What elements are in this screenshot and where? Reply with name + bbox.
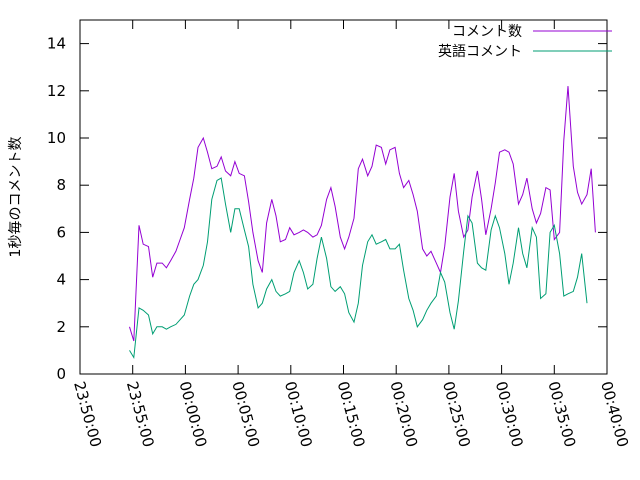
x-tick-label: 00:25:00 [439, 379, 474, 449]
x-tick-label: 00:05:00 [228, 379, 263, 449]
x-tick-label: 00:15:00 [334, 379, 369, 449]
y-tick-label: 8 [56, 176, 66, 194]
y-axis: 0 2 4 6 8 10 12 14 [47, 35, 607, 383]
x-tick-label: 00:00:00 [176, 379, 211, 449]
y-tick-label: 2 [56, 318, 66, 336]
y-axis-title: 1秒毎のコメント数 [8, 137, 24, 258]
y-tick-label: 10 [47, 129, 66, 147]
y-tick-label: 12 [47, 82, 66, 100]
series-line-english-comments [129, 177, 588, 360]
y-tick-label: 0 [56, 365, 66, 383]
y-tick-label: 14 [47, 35, 66, 53]
x-tick-label: 23:55:00 [123, 379, 158, 449]
legend-label-comments: コメント数 [452, 24, 522, 40]
x-tick-label: 00:10:00 [281, 379, 316, 449]
legend: コメント数 英語コメント [438, 24, 612, 60]
series-line-comments [129, 86, 596, 342]
plot-frame [79, 19, 608, 375]
x-tick-label: 00:40:00 [597, 379, 632, 449]
y-tick-label: 4 [56, 271, 66, 289]
x-tick-label: 00:35:00 [544, 379, 579, 449]
legend-label-english-comments: 英語コメント [438, 43, 522, 60]
series-lines [129, 86, 596, 360]
x-tick-label: 00:30:00 [492, 379, 527, 449]
x-tick-label: 23:50:00 [70, 379, 105, 449]
x-axis: 23:50:00 23:55:00 00:00:00 00:05:00 00:10:00… [70, 20, 632, 449]
y-tick-label: 6 [56, 223, 66, 241]
x-tick-label: 00:20:00 [386, 379, 421, 449]
